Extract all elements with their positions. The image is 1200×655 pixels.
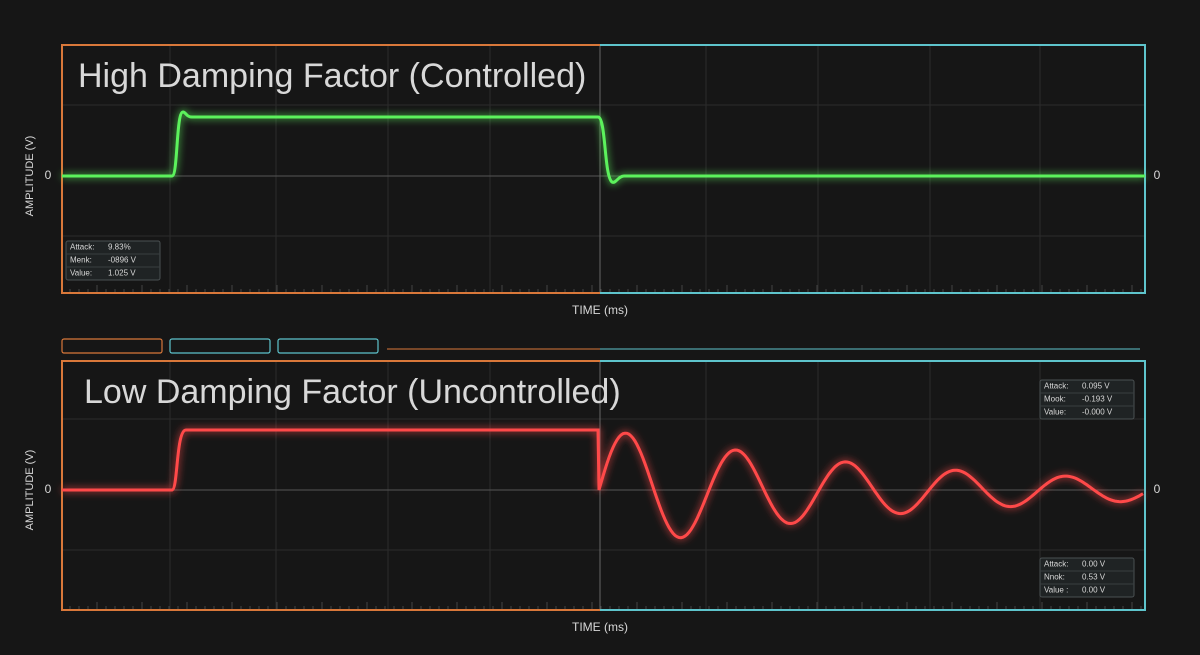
readout-key: Value: (1044, 408, 1066, 417)
readout-key: Menk: (70, 256, 92, 265)
readout-key: Mook: (1044, 395, 1066, 404)
border-left (61, 44, 600, 294)
readout-box (1039, 557, 1135, 598)
zero-label: 0 (45, 482, 52, 496)
border-left (61, 360, 600, 611)
readout-value: 1.025 V (108, 269, 136, 278)
readout-key: Attack: (70, 243, 94, 252)
readout-box (65, 240, 161, 281)
readout-value: 0.00 V (1082, 586, 1106, 595)
tab[interactable] (61, 338, 163, 354)
border-right (600, 360, 1146, 611)
x-axis-label: TIME (ms) (572, 620, 628, 634)
y-axis-label: AMPLITUDE (V) (24, 136, 36, 217)
readout-key: Attack: (1044, 560, 1068, 569)
border-right (600, 44, 1146, 294)
readout-value: 0.53 V (1082, 573, 1106, 582)
x-axis-label: TIME (ms) (572, 303, 628, 317)
zero-label: 0 (45, 168, 52, 182)
waveform (62, 428, 1144, 540)
readout-value: -0.000 V (1082, 408, 1113, 417)
readout-key: Nnok: (1044, 573, 1065, 582)
zero-label: 0 (1154, 482, 1161, 496)
y-axis-label: AMPLITUDE (V) (24, 450, 36, 531)
tab[interactable] (169, 338, 271, 354)
waveform (62, 110, 1145, 184)
readout-value: 9.83% (108, 243, 131, 252)
zero-label: 0 (1154, 168, 1161, 182)
panel-title: Low Damping Factor (Uncontrolled) (84, 373, 621, 411)
readout-value: -0896 V (108, 256, 137, 265)
readout-key: Value : (1044, 586, 1068, 595)
readout-value: -0.193 V (1082, 395, 1113, 404)
readout-key: Value: (70, 269, 92, 278)
readout-value: 0.00 V (1082, 560, 1106, 569)
panel-title: High Damping Factor (Controlled) (78, 57, 586, 95)
readout-box (1039, 379, 1135, 420)
readout-key: Attack: (1044, 382, 1068, 391)
tab[interactable] (277, 338, 379, 354)
readout-value: 0.095 V (1082, 382, 1110, 391)
